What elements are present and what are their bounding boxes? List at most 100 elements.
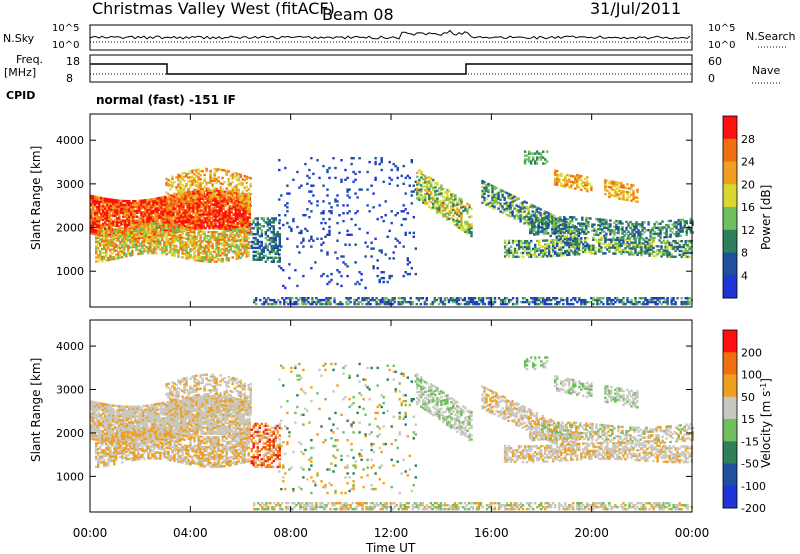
heatmap-cell xyxy=(530,249,533,253)
heatmap-cell xyxy=(188,218,191,221)
heatmap-cell xyxy=(326,233,329,236)
heatmap-cell xyxy=(444,203,447,206)
heatmap-cell xyxy=(380,160,383,164)
heatmap-cell xyxy=(212,199,215,202)
heatmap-cell xyxy=(124,203,127,207)
heatmap-cell xyxy=(124,215,127,218)
heatmap-cell xyxy=(188,206,191,210)
heatmap-cell xyxy=(566,253,569,257)
heatmap-cell xyxy=(330,278,333,282)
heatmap-cell xyxy=(183,201,186,204)
heatmap-cell xyxy=(537,229,540,232)
heatmap-cell xyxy=(606,179,609,182)
heatmap-cell xyxy=(507,255,511,258)
heatmap-cell xyxy=(111,236,114,239)
heatmap-cell xyxy=(276,252,279,255)
heatmap-cell xyxy=(228,226,231,229)
heatmap-cell xyxy=(235,190,238,193)
heatmap-cell xyxy=(634,247,637,250)
heatmap-cell xyxy=(617,222,620,225)
heatmap-cell xyxy=(99,244,102,247)
heatmap-cell xyxy=(631,228,634,232)
heatmap-cell xyxy=(344,263,347,266)
heatmap-cell xyxy=(468,223,471,227)
heatmap-cell xyxy=(187,245,190,249)
heatmap-cell xyxy=(346,274,349,278)
heatmap-cell xyxy=(157,242,160,245)
heatmap-cell xyxy=(270,256,273,259)
heatmap-cell xyxy=(118,211,121,214)
heatmap-cell xyxy=(203,246,206,249)
heatmap-cell xyxy=(634,251,637,254)
heatmap-cell xyxy=(633,223,636,226)
heatmap-cell xyxy=(400,210,403,213)
heatmap-cell xyxy=(458,214,461,218)
heatmap-cell xyxy=(580,174,583,178)
heatmap-cell xyxy=(554,179,557,182)
heatmap-cell xyxy=(651,232,654,236)
heatmap-cell xyxy=(280,267,283,270)
heatmap-cell xyxy=(162,196,165,199)
heatmap-cell xyxy=(592,248,595,251)
heatmap-cell xyxy=(346,194,349,197)
heatmap-cell xyxy=(90,194,93,198)
heatmap-cell xyxy=(436,207,439,210)
heatmap-cell xyxy=(207,248,210,251)
heatmap-cell xyxy=(278,221,281,225)
heatmap-cell xyxy=(628,243,631,246)
heatmap-cell xyxy=(390,210,393,213)
heatmap-cell xyxy=(200,221,203,224)
heatmap-cell xyxy=(613,231,616,234)
heatmap-cell xyxy=(158,196,161,200)
freq-panel-frame xyxy=(89,54,693,83)
heatmap-cell xyxy=(264,231,267,234)
heatmap-cell xyxy=(503,251,507,254)
heatmap-cell xyxy=(674,255,677,258)
heatmap-cell xyxy=(631,230,634,234)
heatmap-cell xyxy=(434,190,437,193)
heatmap-cell xyxy=(245,185,248,188)
heatmap-cell xyxy=(165,231,168,234)
heatmap-cell xyxy=(444,214,447,218)
heatmap-cell xyxy=(644,240,647,243)
heatmap-cell xyxy=(295,302,298,306)
heatmap-cell xyxy=(167,200,170,203)
heatmap-cell xyxy=(584,246,587,250)
heatmap-cell xyxy=(424,177,427,180)
heatmap-cell xyxy=(260,248,263,252)
heatmap-cell xyxy=(194,200,197,203)
heatmap-cell xyxy=(193,169,196,172)
heatmap-cell xyxy=(108,202,111,205)
heatmap-cell xyxy=(222,208,225,211)
heatmap-cell xyxy=(223,169,226,172)
heatmap-cell xyxy=(205,167,208,171)
heatmap-cell xyxy=(175,203,178,207)
heatmap-cell xyxy=(525,240,529,243)
heatmap-cell xyxy=(322,210,325,213)
heatmap-cell xyxy=(183,229,186,232)
heatmap-cell xyxy=(528,152,531,155)
heatmap-cell xyxy=(519,220,522,223)
heatmap-cell xyxy=(189,234,192,237)
heatmap-cell xyxy=(655,220,658,224)
heatmap-cell xyxy=(408,231,411,235)
heatmap-cell xyxy=(284,214,287,217)
heatmap-cell xyxy=(161,226,164,230)
heatmap-cell xyxy=(234,205,237,209)
heatmap-cell xyxy=(221,194,224,197)
heatmap-cell xyxy=(247,243,250,246)
heatmap-cell xyxy=(272,229,275,232)
heatmap-cell xyxy=(464,209,467,212)
heatmap-cell xyxy=(336,239,339,242)
heatmap-cell xyxy=(228,201,231,204)
heatmap-cell xyxy=(513,255,517,258)
heatmap-cell xyxy=(185,255,188,258)
heatmap-cell xyxy=(329,297,332,300)
heatmap-cell xyxy=(170,210,173,213)
heatmap-cell xyxy=(134,205,137,209)
heatmap-cell xyxy=(586,184,589,187)
heatmap-cell xyxy=(408,184,411,187)
heatmap-cell xyxy=(252,233,255,236)
heatmap-cell xyxy=(104,197,107,200)
heatmap-cell xyxy=(577,230,580,234)
